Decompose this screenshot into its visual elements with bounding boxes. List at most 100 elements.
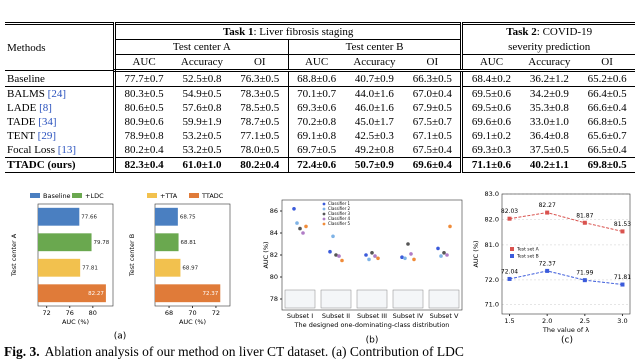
value-text: 69.1±0.8 [297, 130, 337, 142]
point [412, 257, 416, 262]
value-cell: 36.2±1.2 [519, 70, 580, 87]
method-name: Focal Loss [7, 144, 55, 156]
value-cell: 72.4±0.6 [287, 157, 345, 173]
value-text: 69.5±0.6 [471, 102, 511, 114]
metric-label: Accuracy [353, 56, 396, 68]
value-text: 76.3±0.5 [240, 73, 280, 85]
y-tick-label: 71.0 [485, 300, 499, 308]
value-text: 35.3±0.8 [529, 102, 569, 114]
value-text: 66.6±0.4 [587, 102, 627, 114]
value-cell: 53.2±0.5 [172, 129, 232, 143]
value-text: 67.0±0.4 [412, 88, 452, 100]
value-cell: 36.4±0.8 [520, 129, 580, 143]
point [620, 282, 625, 287]
value-label: 81.53 [614, 221, 631, 228]
x-tick-label: 2.0 [542, 317, 552, 325]
header-cell: Task 1: Liver fibrosis staging [112, 23, 462, 40]
metric-header: AUC [287, 54, 345, 72]
x-axis-label: AUC (%) [179, 318, 206, 326]
point [448, 224, 452, 229]
x-tick-label: 80 [89, 309, 97, 317]
method-cell: TENT [29] [5, 129, 115, 143]
citation: [13] [57, 144, 77, 156]
value-cell: 78.3±0.5 [232, 87, 288, 102]
bar [38, 233, 92, 252]
bar [155, 207, 178, 226]
value-text: 67.1±0.5 [412, 130, 452, 142]
y-tick-label: 81.0 [485, 241, 499, 249]
method-cell: BALMS [24] [5, 87, 115, 102]
panel-label: (b) [366, 336, 379, 346]
legend-marker [322, 207, 326, 211]
value-text: 69.5±0.6 [471, 88, 511, 100]
metric-header: OI [579, 54, 635, 72]
value-text: 67.5±0.4 [412, 144, 452, 156]
value-text: 80.3±0.5 [124, 88, 164, 100]
value-text: 78.5±0.5 [240, 102, 280, 114]
y-tick-label: 72.0 [485, 276, 499, 284]
value-text: 77.7±0.7 [124, 73, 164, 85]
table-row: Focal Loss [13] 80.2±0.4 53.2±0.5 78.0±0.5 6… [5, 143, 635, 158]
value-text: 80.6±0.5 [124, 102, 164, 114]
series-line [509, 270, 623, 286]
point [403, 256, 407, 261]
value-cell: 69.6±0.4 [404, 158, 462, 173]
x-tick-label: 68 [165, 309, 173, 317]
value-cell: 68.4±0.2 [460, 70, 520, 87]
value-cell: 66.5±0.4 [579, 143, 635, 158]
legend-label: Baseline [43, 192, 71, 200]
metric-header: OI [404, 54, 462, 72]
value-label: 77.81 [82, 265, 98, 271]
value-text: 33.0±1.0 [529, 116, 569, 128]
x-tick-label: 70 [188, 309, 196, 317]
metric-label: AUC [132, 56, 156, 68]
value-cell: 69.7±0.5 [287, 143, 345, 158]
y-tick-label: 78 [270, 295, 278, 303]
point [406, 242, 410, 246]
value-cell: 42.5±0.3 [345, 129, 405, 143]
task-text: severity prediction [508, 40, 591, 53]
value-text: 69.8±0.5 [587, 159, 627, 171]
value-text: 78.9±0.8 [124, 130, 164, 142]
point [301, 231, 305, 235]
value-text: 67.5±0.7 [412, 116, 452, 128]
x-tick-label: 76 [66, 309, 74, 317]
center-label: Test center A [172, 41, 231, 53]
value-text: 44.0±1.6 [354, 88, 394, 100]
legend-marker [322, 202, 326, 206]
legend-label: Classifier 4 [328, 216, 351, 221]
metric-label: Accuracy [180, 56, 224, 68]
value-label: 68.81 [181, 240, 197, 246]
method-name: TADE [7, 116, 36, 128]
value-label: 72.37 [203, 291, 219, 297]
value-cell: 65.2±0.6 [579, 70, 635, 87]
point [545, 268, 550, 273]
value-cell: 69.1±0.8 [287, 129, 345, 143]
x-tick-label: Subset II [322, 312, 350, 320]
value-cell: 61.0±1.0 [172, 158, 232, 173]
y-tick-label: 84 [270, 229, 278, 237]
value-cell: 40.7±0.9 [344, 70, 405, 87]
legend-swatch [30, 193, 40, 198]
x-axis-label: The designed one-dominating-class distri… [294, 321, 450, 329]
point [331, 234, 335, 239]
value-text: 65.2±0.6 [587, 73, 627, 85]
value-text: 78.0±0.5 [240, 144, 280, 156]
y-tick-label: 82 [270, 251, 278, 259]
header-row: Test center A Test center B severity predi… [5, 39, 635, 55]
value-text: 59.9±1.9 [182, 116, 222, 128]
value-cell: 67.5±0.7 [404, 115, 462, 129]
point [545, 210, 550, 215]
legend-label: Classifier 2 [328, 206, 351, 211]
header-text: Methods [7, 41, 46, 54]
legend-label: +TTA [160, 192, 178, 200]
value-text: 61.0±1.0 [182, 159, 222, 171]
value-cell: 35.3±0.8 [520, 101, 580, 115]
point [367, 257, 371, 262]
value-text: 78.7±0.5 [240, 116, 280, 128]
method-cell: Baseline [5, 70, 115, 87]
y-axis-label: Test center A [10, 233, 18, 277]
value-text: 36.4±0.8 [529, 130, 569, 142]
value-cell: 67.5±0.4 [404, 143, 462, 158]
